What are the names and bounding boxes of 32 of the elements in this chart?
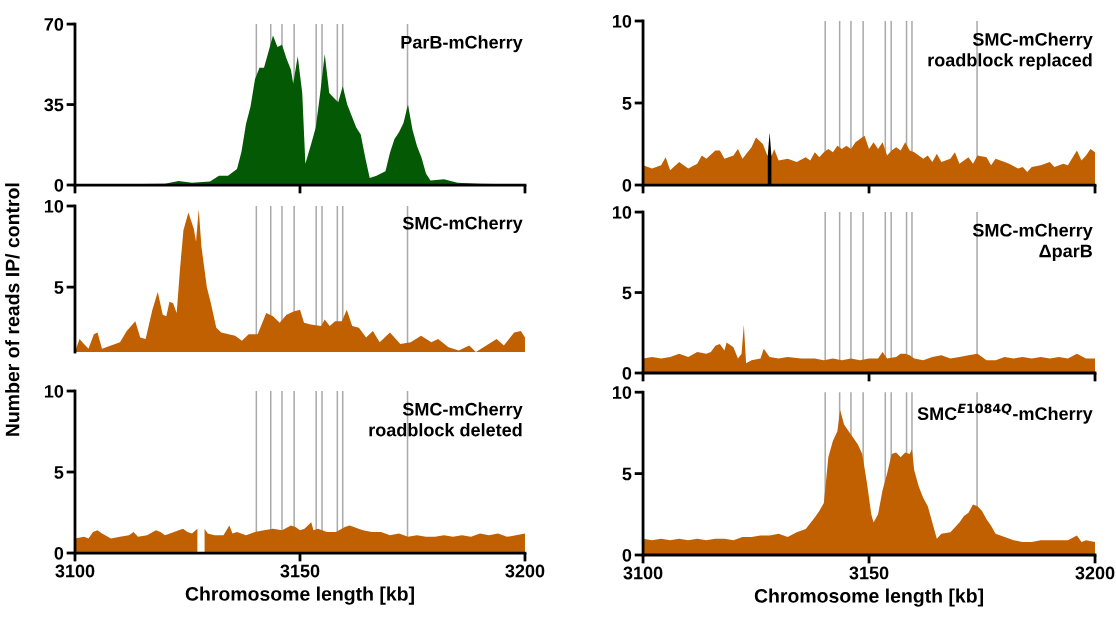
x-axis-title: Chromosome length [kb]	[754, 588, 983, 607]
text: SMC-mCherry	[402, 216, 523, 234]
y-tick-label: 5	[54, 281, 64, 294]
x-tick-label: 3200	[505, 564, 545, 578]
y-tick-label: 5	[622, 97, 632, 110]
text: ParB-mCherry	[401, 35, 523, 53]
y-tick-label: 70	[44, 18, 64, 31]
y-tick-label: 0	[622, 548, 632, 562]
text: SMC-mCherry roadblock deleted	[369, 402, 523, 437]
y-tick-label: 5	[622, 467, 632, 481]
y-tick-label: 10	[612, 386, 632, 399]
y-tick-label: 0	[622, 178, 632, 192]
y-tick-label: 0	[54, 546, 64, 560]
y-axis-title: Number of reads IP/ control	[5, 183, 20, 436]
text: SMC$^{E1084Q}$-mCherry	[917, 403, 1093, 424]
y-tick-label: 5	[622, 286, 632, 300]
y-tick-label: 10	[612, 14, 632, 28]
text: SMC-mCherry ΔparB	[972, 223, 1093, 261]
y-tick-label: 35	[44, 98, 64, 112]
x-tick-label: 3150	[849, 566, 889, 580]
y-tick-label: 0	[622, 366, 632, 380]
x-tick-label: 3150	[280, 564, 320, 578]
x-axis-title: Chromosome length [kb]	[185, 586, 414, 605]
y-tick-label: 0	[54, 178, 64, 192]
y-tick-label: 5	[54, 466, 64, 479]
x-tick-label: 3100	[55, 564, 95, 578]
y-tick-label: 10	[44, 384, 64, 398]
y-tick-label: 10	[44, 199, 64, 213]
y-tick-label: 10	[612, 206, 632, 219]
x-tick-label: 3200	[1075, 566, 1115, 580]
text: SMC-mCherry roadblock replaced	[928, 32, 1093, 71]
x-tick-label: 3100	[623, 566, 663, 580]
